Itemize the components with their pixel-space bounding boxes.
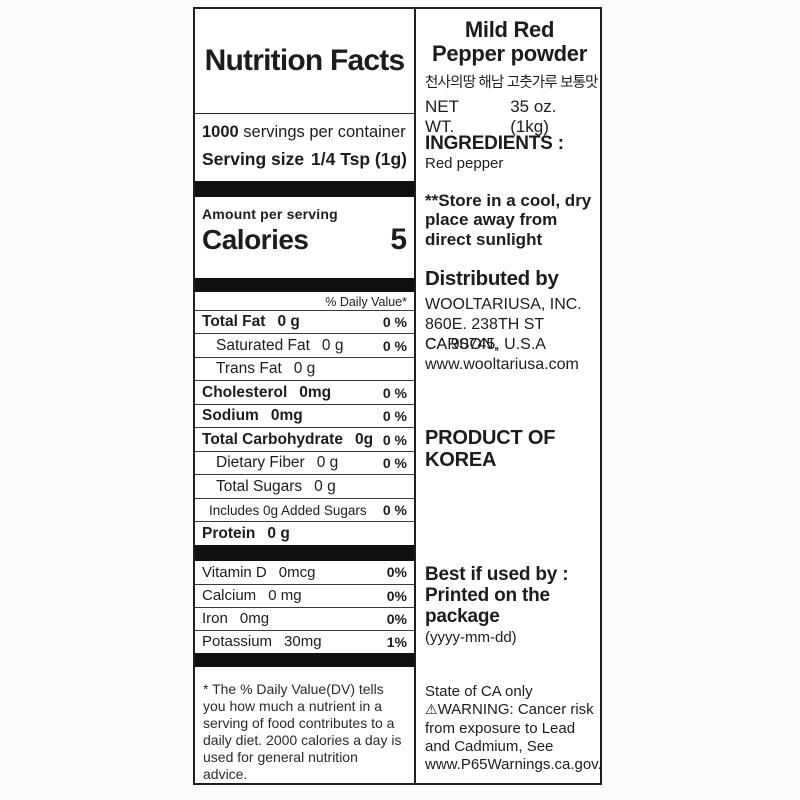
nutrient-name-amount: Total Fat 0 g — [202, 313, 300, 331]
product-name-line2: Pepper powder — [431, 41, 588, 67]
daily-value-percent: 0 % — [382, 455, 407, 472]
calories-line: Calories 5 — [202, 223, 407, 257]
nutrient-name-amount: Dietary Fiber 0 g — [216, 454, 339, 472]
daily-value-percent: 0% — [386, 587, 407, 604]
best-by-notice: Best if used by : Printed on the package — [425, 564, 569, 627]
distributor-website: www.wooltariusa.com — [425, 356, 579, 373]
nutrition-facts-panel: Nutrition Facts 1000 servings per contai… — [193, 7, 416, 785]
nutrient-row: Sodium 0mg 0 % — [195, 403, 414, 428]
nutrient-name-amount: Saturated Fat 0 g — [216, 336, 344, 354]
nutrient-row: Includes 0g Added Sugars 0 % — [195, 497, 414, 522]
storage-instructions: **Store in a cool, dry place away from d… — [425, 191, 592, 249]
daily-value-percent: 0 % — [382, 314, 407, 331]
nutrient-name-amount: Protein 0 g — [202, 524, 290, 542]
nutrition-facts-header: Nutrition Facts — [195, 9, 414, 114]
nutrient-name-amount: Sodium 0mg — [202, 407, 303, 425]
warning-text: WARNING: Cancer risk from exposure to Le… — [425, 701, 602, 774]
product-label: Nutrition Facts 1000 servings per contai… — [193, 7, 602, 785]
thick-divider-bar — [195, 278, 414, 293]
serving-size-value: 1/4 Tsp (1g) — [311, 148, 407, 169]
ingredients-value: Red pepper — [425, 155, 504, 172]
distributor-name: WOOLTARIUSA, INC. — [425, 296, 582, 313]
nutrient-row: Cholesterol 0mg 0 % — [195, 380, 414, 404]
product-name: Mild Red Pepper powder — [425, 17, 594, 67]
distributed-by-label: Distributed by — [425, 267, 559, 290]
nutrient-name-amount: Cholesterol 0mg — [202, 383, 332, 401]
serving-size-label: Serving size — [202, 148, 305, 169]
nutrient-name-amount: Vitamin D 0mcg — [202, 563, 316, 581]
thick-divider-bar — [195, 544, 414, 561]
nutrient-row: Total Sugars 0 g — [195, 474, 414, 498]
nutrient-row: Protein 0 g — [195, 521, 414, 545]
nutrient-name-amount: Total Carbohydrate 0g — [202, 430, 374, 448]
vitamin-row: Potassium 30mg 1% — [195, 629, 414, 653]
daily-value-percent: 0 % — [382, 337, 407, 354]
net-weight-label: NET WT. — [425, 97, 459, 136]
nutrient-name-amount: Calcium 0 mg — [202, 587, 302, 605]
product-name-line1: Mild Red — [464, 17, 555, 42]
calories-section: Amount per serving Calories 5 — [195, 197, 414, 278]
vitamin-rows: Vitamin D 0mcg 0% Calcium 0 mg 0% Iron 0mg 0% Pot… — [195, 561, 414, 653]
amount-per-serving-label: Amount per serving — [202, 206, 338, 222]
date-format: (yyyy-mm-dd) — [425, 629, 517, 646]
distributor-street: 860E. 238TH ST CARSON, — [425, 316, 544, 353]
distributor-city: CA 90745, U.S.A — [425, 336, 546, 353]
daily-value-percent: 0 % — [382, 431, 407, 448]
vitamin-row: Vitamin D 0mcg 0% — [195, 561, 414, 584]
nutrient-name-amount: Includes 0g Added Sugars — [209, 502, 367, 518]
nutrient-name-amount: Total Sugars 0 g — [216, 477, 336, 495]
nutrient-rows: Total Fat 0 g 0 % Saturated Fat 0 g 0 % Trans … — [195, 309, 414, 545]
thick-divider-bar — [195, 181, 414, 197]
nutrient-name-amount: Potassium 30mg — [202, 633, 322, 651]
warning-triangle-icon: ⚠ — [425, 701, 438, 718]
daily-value-percent: 0% — [386, 564, 407, 581]
servings-count: 1000 — [202, 122, 239, 141]
product-name-korean: 천사의땅 해남 고춧가루 보통맛 — [425, 75, 599, 91]
vitamin-row: Iron 0mg 0% — [195, 606, 414, 630]
nutrient-row: Trans Fat 0 g — [195, 356, 414, 381]
nutrient-name-amount: Iron 0mg — [202, 610, 270, 628]
nutrient-row: Dietary Fiber 0 g 0 % — [195, 450, 414, 475]
calories-value: 5 — [390, 223, 407, 256]
ca-notice: State of CA only — [425, 683, 533, 700]
net-weight-line: NET WT. 35 oz. (1kg) — [425, 97, 594, 137]
serving-info-section: 1000 servings per container Serving size… — [195, 114, 414, 181]
nutrient-name-amount: Trans Fat 0 g — [216, 360, 316, 378]
daily-value-percent: 0 % — [382, 408, 407, 425]
daily-value-percent: 0 % — [382, 502, 407, 519]
nutrient-row: Saturated Fat 0 g 0 % — [195, 333, 414, 357]
servings-text: servings per container — [238, 122, 406, 141]
nutrient-row: Total Fat 0 g 0 % — [195, 309, 414, 334]
net-weight-value: 35 oz. (1kg) — [510, 97, 557, 136]
daily-value-percent: 1% — [386, 633, 407, 650]
california-warning: State of CA only ⚠WARNING: Cancer risk f… — [425, 683, 602, 774]
daily-value-percent: 0% — [386, 610, 407, 627]
ingredients-label: INGREDIENTS : — [425, 133, 564, 154]
nutrition-facts-title: Nutrition Facts — [204, 43, 405, 77]
product-info-panel: Mild Red Pepper powder 천사의땅 해남 고춧가루 보통맛 … — [416, 7, 602, 785]
servings-per-container: 1000 servings per container — [202, 123, 407, 142]
nutrient-row: Total Carbohydrate 0g 0 % — [195, 427, 414, 451]
calories-label: Calories — [202, 224, 309, 255]
country-of-origin: PRODUCT OF KOREA — [425, 427, 556, 472]
daily-value-header: % Daily Value* — [325, 295, 407, 310]
daily-value-footnote: * The % Daily Value(DV) tells you how mu… — [203, 680, 402, 782]
warning-paragraph: ⚠WARNING: Cancer risk from exposure to L… — [425, 701, 602, 774]
daily-value-percent: 0 % — [382, 384, 407, 401]
vitamin-row: Calcium 0 mg 0% — [195, 583, 414, 607]
thick-divider-bar — [195, 652, 414, 667]
serving-size-line: Serving size 1/4 Tsp (1g) — [202, 149, 407, 170]
